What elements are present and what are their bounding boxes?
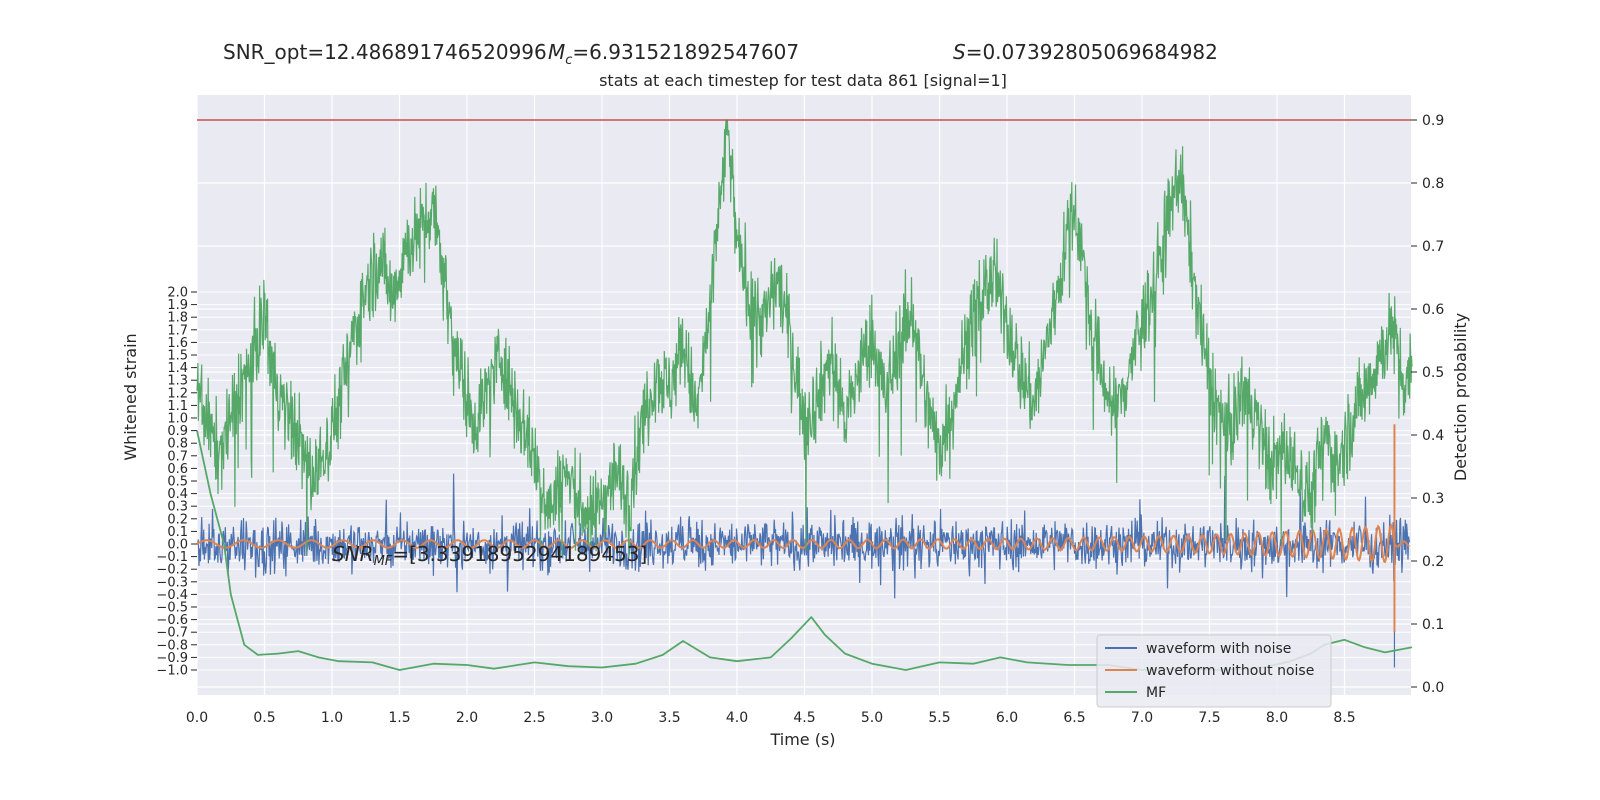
y-left-tick-label: 1.3 bbox=[167, 374, 188, 389]
snr-mf-annotation-label: SNR bbox=[332, 542, 374, 566]
y-left-tick-label: 1.1 bbox=[167, 399, 188, 414]
y-left-tick-label: 0.5 bbox=[167, 475, 188, 490]
axes-layer: 0.0 0.5 1.0 1.5 2.0 2.5 3.0 3.5 4.0 4.5 5.0 5.5 6.0 6… bbox=[156, 113, 1444, 726]
detection-probability-line bbox=[196, 119, 1413, 558]
y-left-tick-label: 0.8 bbox=[167, 437, 188, 452]
y-left-tick-label: 1.0 bbox=[167, 412, 188, 427]
y-left-tick-label: −0.8 bbox=[156, 638, 188, 653]
s-stat-value: =0.07392805069684982 bbox=[965, 40, 1218, 64]
x-tick-label: 6.0 bbox=[996, 710, 1018, 726]
y-right-tick-label: 0.5 bbox=[1422, 365, 1444, 381]
y-left-tick-label: −0.6 bbox=[156, 613, 188, 628]
y-left-tick-label: −0.9 bbox=[156, 651, 188, 666]
chirp-mass-subscript: c bbox=[565, 53, 573, 68]
y-axis-right-label: Detection probability bbox=[1451, 313, 1470, 481]
x-tick-label: 3.5 bbox=[658, 710, 680, 726]
y-left-tick-label: −0.7 bbox=[156, 626, 188, 641]
y-left-tick-label: 0.4 bbox=[167, 487, 188, 502]
probability-layer bbox=[196, 119, 1413, 558]
y-right-tick-label: 0.3 bbox=[1422, 491, 1444, 507]
y-right-tick-label: 0.9 bbox=[1422, 113, 1444, 129]
chirp-mass-label: Mc=6.931521892547607 bbox=[548, 40, 799, 68]
y-right-tick-label: 0.2 bbox=[1422, 554, 1444, 570]
x-tick-label: 0.0 bbox=[186, 710, 208, 726]
y-left-tick-label: −0.4 bbox=[156, 588, 188, 603]
x-tick-label: 5.0 bbox=[861, 710, 883, 726]
x-axis-label: Time (s) bbox=[769, 730, 835, 749]
x-tick-label: 7.5 bbox=[1198, 710, 1220, 726]
x-tick-label: 1.5 bbox=[388, 710, 410, 726]
x-tick-label: 7.0 bbox=[1131, 710, 1153, 726]
x-tick-label: 8.5 bbox=[1333, 710, 1355, 726]
legend-label-noise: waveform with noise bbox=[1146, 641, 1291, 657]
y-left-tick-label: 0.2 bbox=[167, 512, 188, 527]
legend: waveform with noise waveform without noi… bbox=[1096, 634, 1332, 708]
y-left-tick-label: 2.0 bbox=[167, 286, 188, 301]
y-right-tick-label: 0.0 bbox=[1422, 680, 1444, 696]
y-left-tick-label: 0.6 bbox=[167, 462, 188, 477]
y-left-tick-label: 0.3 bbox=[167, 500, 188, 515]
noise-waveform-line bbox=[196, 473, 1410, 668]
s-stat-symbol: S bbox=[953, 40, 966, 64]
x-tick-label: 0.5 bbox=[253, 710, 275, 726]
y-left-tick-label: −0.2 bbox=[156, 563, 188, 578]
y-left-tick-label: 1.2 bbox=[167, 386, 188, 401]
snr-mf-annotation-value: =[3.3391895294189453] bbox=[392, 542, 647, 566]
y-left-tick-label: 1.8 bbox=[167, 311, 188, 326]
y-left-tick-label: 0.0 bbox=[167, 538, 188, 553]
y-left-tick-label: 0.1 bbox=[167, 525, 188, 540]
y-right-tick-label: 0.6 bbox=[1422, 302, 1444, 318]
legend-label-mf: MF bbox=[1146, 685, 1166, 701]
y-left-tick-label: −0.1 bbox=[156, 550, 188, 565]
y-right-tick-label: 0.1 bbox=[1422, 617, 1444, 633]
x-tick-label: 2.5 bbox=[523, 710, 545, 726]
y-left-tick-label: 0.7 bbox=[167, 449, 188, 464]
x-tick-label: 8.0 bbox=[1266, 710, 1288, 726]
legend-label-clean: waveform without noise bbox=[1146, 663, 1314, 679]
legend-box bbox=[1096, 634, 1332, 708]
y-left-tick-label: 1.5 bbox=[167, 349, 188, 364]
clean-waveform-line bbox=[196, 523, 1410, 564]
chirp-mass-symbol: M bbox=[548, 40, 566, 64]
x-tick-label: 4.0 bbox=[726, 710, 748, 726]
y-right-tick-label: 0.8 bbox=[1422, 176, 1444, 192]
x-tick-label: 1.0 bbox=[321, 710, 343, 726]
s-stat-label: S=0.07392805069684982 bbox=[953, 40, 1218, 64]
y-left-tick-label: 1.6 bbox=[167, 336, 188, 351]
x-tick-label: 2.0 bbox=[456, 710, 478, 726]
y-left-tick-label: 0.9 bbox=[167, 424, 188, 439]
chirp-mass-value: =6.931521892547607 bbox=[572, 40, 800, 64]
y-left-tick-label: −1.0 bbox=[156, 664, 188, 679]
snr-mf-annotation: SNRMF=[3.3391895294189453] bbox=[332, 542, 647, 569]
x-tick-label: 5.5 bbox=[928, 710, 950, 726]
x-tick-label: 3.0 bbox=[591, 710, 613, 726]
snr-mf-annotation-sub: MF bbox=[374, 554, 393, 569]
y-left-tick-label: 1.4 bbox=[167, 361, 188, 376]
snr-opt-label: SNR_opt=12.486891746520996 bbox=[223, 40, 547, 64]
y-left-tick-label: −0.3 bbox=[156, 575, 188, 590]
y-left-tick-label: 1.7 bbox=[167, 323, 188, 338]
clean-waveform-layer bbox=[196, 424, 1410, 633]
x-tick-label: 4.5 bbox=[793, 710, 815, 726]
chart-title: stats at each timestep for test data 861… bbox=[599, 71, 1007, 90]
y-left-tick-label: −0.5 bbox=[156, 601, 188, 616]
y-left-tick-label: 1.9 bbox=[167, 298, 188, 313]
y-right-tick-label: 0.4 bbox=[1422, 428, 1444, 444]
y-right-tick-label: 0.7 bbox=[1422, 239, 1444, 255]
y-axis-left-label: Whitened strain bbox=[121, 333, 140, 460]
x-tick-label: 6.5 bbox=[1063, 710, 1085, 726]
